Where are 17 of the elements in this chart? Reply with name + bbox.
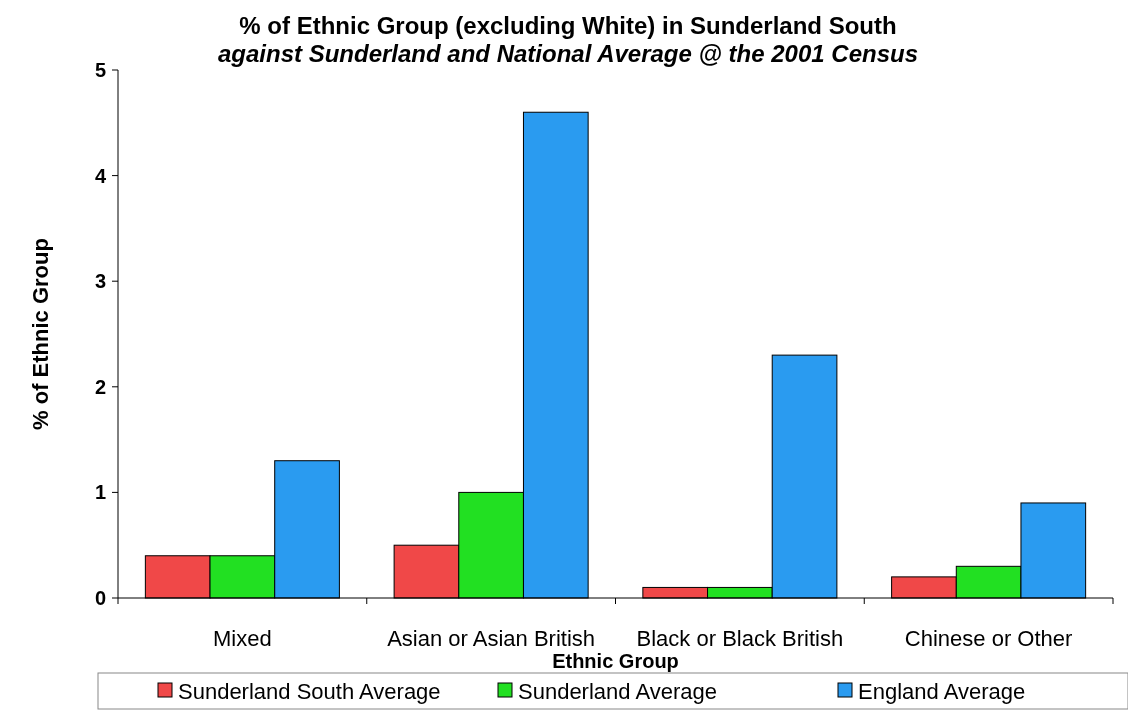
- y-tick-label: 0: [94, 587, 106, 609]
- y-tick-label: 2: [94, 375, 106, 398]
- x-tick-label: Chinese or Other: [904, 626, 1073, 651]
- y-tick-label: 3: [94, 270, 106, 293]
- legend-label: Sunderland Average: [518, 678, 717, 704]
- chart-title: % of Ethnic Group (excluding White) in Sunderland South: [239, 12, 897, 39]
- legend-label: England Average: [858, 678, 1026, 704]
- x-tick-label: Black or Black British: [636, 626, 844, 651]
- y-axis-title: % of Ethnic Group: [28, 238, 53, 430]
- chart-subtitle: against Sunderland and National Average @ the 2001 Census: [217, 40, 919, 67]
- x-axis-title: Ethnic Group: [552, 650, 679, 672]
- x-tick-label: Mixed: [213, 626, 272, 651]
- y-tick-label: 1: [94, 481, 106, 504]
- legend-label: Sunderland South Average: [178, 678, 441, 704]
- y-tick-label: 4: [94, 164, 107, 187]
- x-tick-label: Asian or Asian British: [387, 626, 596, 651]
- y-tick-label: 5: [94, 59, 106, 81]
